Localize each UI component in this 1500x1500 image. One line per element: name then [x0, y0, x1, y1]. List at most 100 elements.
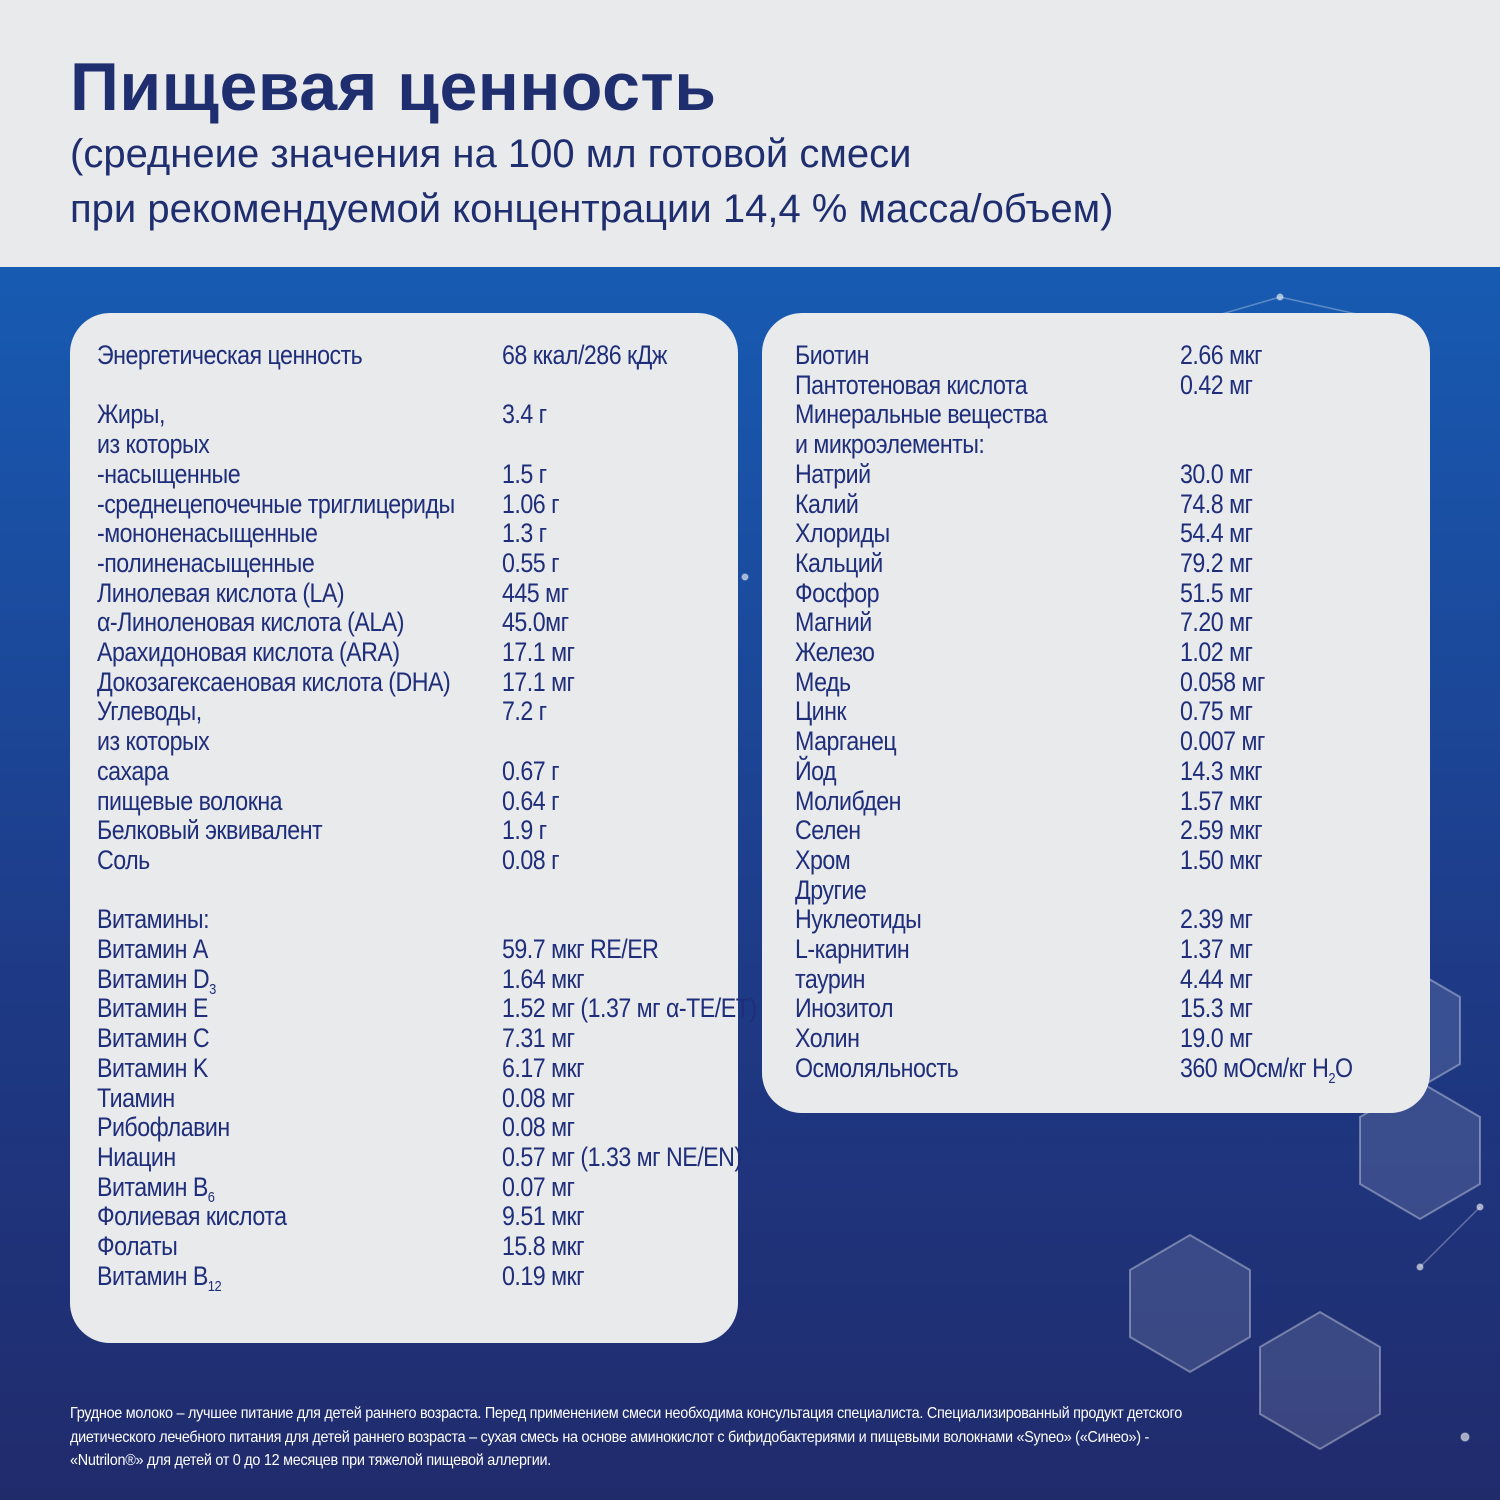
nutrient-value-text: 0.058 мг [1180, 666, 1265, 697]
nutrient-value: 2.59 мкг [1180, 815, 1263, 845]
nutrient-label: Молибден [795, 786, 901, 816]
nutrient-value: 14.3 мкг [1180, 755, 1263, 786]
nutrient-value-text: 19.0 мг [1180, 1023, 1253, 1054]
nutrient-label-text: Другие [795, 874, 867, 905]
nutrient-label: Витамин B12 [97, 1260, 222, 1294]
nutrition-card-right: Биотин 2.66 мкг Пантотеновая кислота 0.42 м… [762, 313, 1430, 1113]
nutrient-value: 0.42 мг [1180, 370, 1253, 400]
nutrient-value: 0.08 мг [502, 1082, 575, 1113]
nutrient-label: α-Линоленовая кислота (ALA) [97, 607, 404, 637]
nutrient-value-text: 1.52 мг (1.37 мг α-TE/ET) [502, 993, 757, 1024]
nutrient-label: Натрий [795, 459, 871, 489]
nutrient-value: 0.55 г [502, 548, 560, 578]
nutrient-label-text: Инозитол [795, 993, 894, 1024]
nutrient-label-text: Хлориды [795, 518, 890, 549]
nutrient-value-text: 0.08 г [502, 844, 560, 875]
nutrient-value: 0.08 мг [502, 1112, 575, 1142]
nutrient-value: 0.67 г [502, 756, 560, 786]
nutrient-label-text: из которых [97, 429, 210, 460]
nutrient-label: Биотин [795, 340, 869, 370]
nutrient-value-text: 1.37 мг [1180, 934, 1253, 964]
nutrient-label: Витамин K [97, 1053, 208, 1083]
nutrient-value-text: 9.51 мкг [502, 1201, 585, 1232]
nutrient-label: Хром [795, 844, 851, 875]
nutrient-value: 17.1 мг [502, 637, 575, 667]
nutrient-value-text: 0.64 г [502, 785, 560, 816]
nutrient-value: 0.07 мг [502, 1172, 575, 1202]
nutrient-value: 30.0 мг [1180, 458, 1253, 489]
nutrient-label-text: Рибофлавин [97, 1112, 230, 1143]
nutrient-value: 6.17 мкг [502, 1053, 585, 1083]
nutrient-value-text: 0.19 мкг [502, 1260, 585, 1291]
nutrient-label-text: Нуклеотиды [795, 904, 922, 935]
nutrient-label-text: Витамины: [97, 904, 210, 935]
nutrient-value-text: 4.44 мг [1180, 963, 1253, 994]
nutrient-value-text: 74.8 мг [1180, 488, 1253, 519]
nutrient-value-text: 51.5 мг [1180, 577, 1253, 608]
nutrient-label-text: Биотин [795, 340, 869, 370]
nutrient-label: Фолаты [97, 1231, 178, 1261]
nutrient-label-text: Медь [795, 666, 851, 697]
nutrient-value-text: 14.3 мкг [1180, 755, 1263, 786]
nutrient-label: Калий [795, 488, 859, 519]
disclaimer-line-3: «Nutrilon®» для детей от 0 до 12 месяцев… [70, 1452, 552, 1469]
nutrient-label-text: Цинк [795, 696, 847, 727]
nutrient-label-text: Витамин E [97, 993, 208, 1024]
nutrient-label: Магний [795, 607, 872, 637]
nutrient-label-text: Арахидоновая кислота (ARA) [97, 637, 400, 667]
nutrient-value-text: 7.31 мг [502, 1023, 575, 1054]
nutrient-label: -полиненасыщенные [97, 547, 315, 578]
nutrient-value-text: 0.08 мг [502, 1082, 575, 1113]
nutrient-value: 1.06 г [502, 488, 560, 519]
nutrient-label-text: таурин [795, 963, 866, 994]
nutrient-label-text: Витамин B [97, 1260, 208, 1291]
nutrient-label-text: Молибден [795, 785, 901, 816]
nutrient-label-text: Хром [795, 844, 851, 875]
nutrient-label: Витамин B6 [97, 1171, 215, 1205]
nutrient-value-text: 0.007 мг [1180, 726, 1265, 757]
nutrient-value-text: 0.57 мг (1.33 мг NE/EN) [502, 1141, 742, 1172]
nutrient-value: 1.5 г [502, 459, 547, 489]
nutrient-label: Кальций [795, 548, 883, 578]
nutrient-value: 1.3 г [502, 518, 547, 548]
nutrient-label: таурин [795, 963, 866, 994]
nutrient-label-text: Витамин D [97, 963, 210, 994]
nutrient-value-text: 45.0мг [502, 607, 569, 638]
disclaimer: Грудное молоко – лучшее питание для дете… [70, 1402, 1470, 1473]
nutrient-label: Хлориды [795, 518, 890, 548]
nutrient-label: Рибофлавин [97, 1112, 230, 1142]
nutrient-label-text: Докозагексаеновая кислота (DHA) [97, 666, 451, 697]
nutrient-label-text: Кальций [795, 547, 883, 578]
nutrient-label: Пантотеновая кислота [795, 370, 1028, 400]
nutrient-value: 0.058 мг [1180, 667, 1265, 697]
nutrient-label-text: Витамин A [97, 934, 208, 964]
nutrient-label: Тиамин [97, 1083, 175, 1113]
nutrient-label-text: Фолаты [97, 1231, 178, 1261]
nutrient-label-subscript: 12 [207, 1277, 222, 1295]
nutrient-label: Фосфор [795, 577, 880, 608]
nutrient-value: 4.44 мг [1180, 963, 1253, 994]
nutrient-label-text: Калий [795, 488, 859, 519]
nutrient-value-text: 17.1 мг [502, 666, 575, 697]
nutrient-value-text: 0.75 мг [1180, 696, 1253, 727]
subtitle-line-1: (среднеие значения на 100 мл готовой сме… [70, 132, 912, 176]
nutrient-value-text: 445 мг [502, 577, 569, 608]
nutrient-label-text: -насыщенные [97, 458, 241, 489]
nutrient-value-text: 1.06 г [502, 488, 560, 519]
nutrient-value-text: 17.1 мг [502, 637, 575, 667]
nutrient-value: 9.51 мкг [502, 1201, 585, 1232]
nutrient-label-text: Витамин B [97, 1171, 208, 1202]
nutrient-label-text: Фосфор [795, 577, 880, 608]
nutrient-label-text: -полиненасыщенные [97, 547, 315, 578]
nutrient-label: Нуклеотиды [795, 904, 922, 935]
nutrient-label-text: Линолевая кислота (LA) [97, 577, 345, 608]
nutrient-label-subscript: 3 [209, 980, 216, 998]
nutrient-value-text: 30.0 мг [1180, 458, 1253, 489]
nutrient-value-text: 1.02 мг [1180, 637, 1253, 667]
nutrient-label-text: Холин [795, 1023, 860, 1054]
nutrient-value-text: 1.3 г [502, 518, 547, 549]
subtitle-line-2: при рекомендуемой концентрации 14,4 % ма… [70, 187, 1114, 231]
nutrient-value: 1.9 г [502, 815, 547, 845]
nutrient-value: 0.08 г [502, 844, 560, 875]
nutrient-label-text: -среднецепочечные триглицериды [97, 488, 455, 519]
